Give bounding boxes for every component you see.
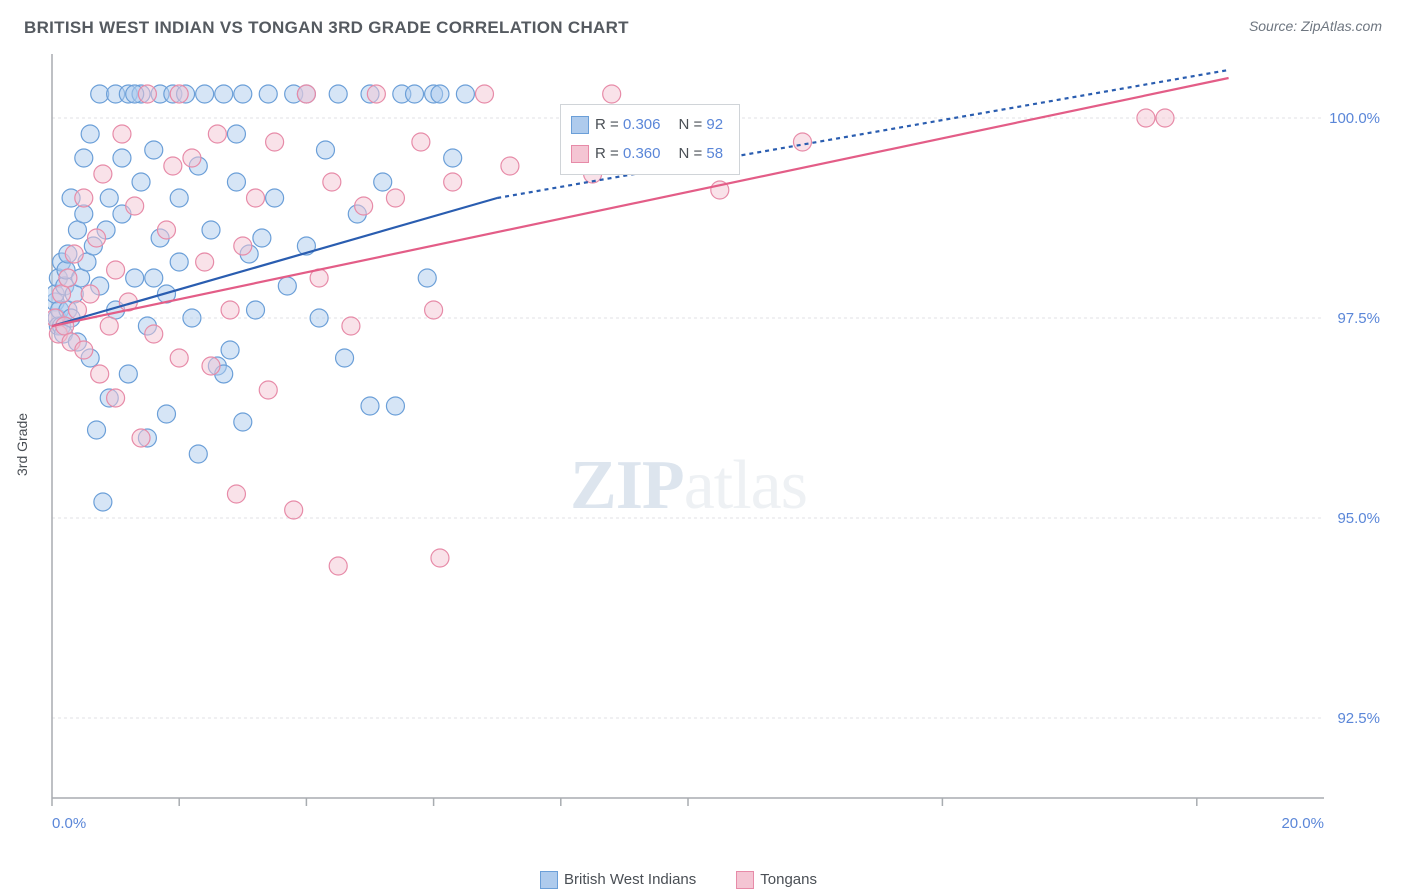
svg-text:92.5%: 92.5%: [1337, 710, 1380, 727]
svg-text:0.0%: 0.0%: [52, 815, 86, 832]
chart-title: BRITISH WEST INDIAN VS TONGAN 3RD GRADE …: [24, 18, 629, 38]
y-axis-label: 3rd Grade: [14, 413, 30, 476]
svg-text:95.0%: 95.0%: [1337, 510, 1380, 527]
chart-source: Source: ZipAtlas.com: [1249, 18, 1382, 34]
svg-text:100.0%: 100.0%: [1329, 110, 1380, 127]
series-legend: British West IndiansTongans: [540, 871, 857, 889]
chart-area: 3rd Grade ZIPatlas 92.5%95.0%97.5%100.0%…: [0, 46, 1406, 866]
correlation-legend: R = 0.306N = 92R = 0.360N = 58: [560, 104, 740, 175]
svg-text:97.5%: 97.5%: [1337, 310, 1380, 327]
svg-text:20.0%: 20.0%: [1281, 815, 1324, 832]
